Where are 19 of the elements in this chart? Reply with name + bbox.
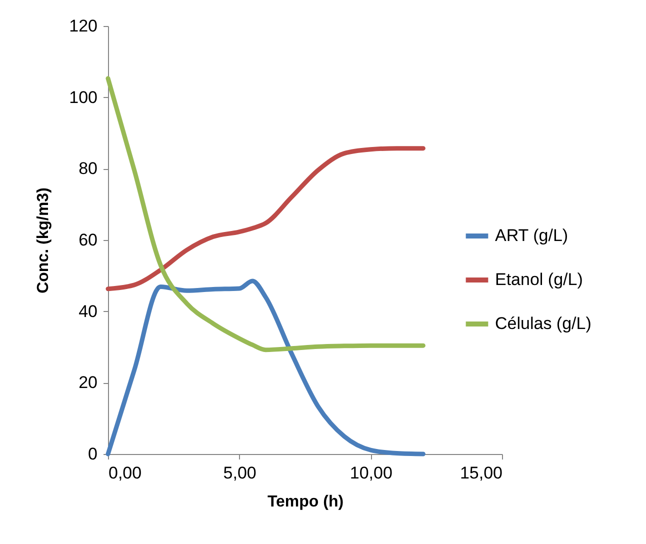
legend-label: Células (g/L) <box>495 314 592 333</box>
line-series <box>106 278 426 456</box>
legend-label: Etanol (g/L) <box>495 270 583 289</box>
x-axis-title: Tempo (h) <box>267 494 344 510</box>
line-series <box>106 146 426 292</box>
x-tick-label: 0,00 <box>108 464 142 482</box>
legend-label: ART (g/L) <box>495 226 568 245</box>
y-tick-label: 0 <box>88 444 98 464</box>
line-series <box>106 76 426 352</box>
x-tick-label: 10,00 <box>350 464 392 482</box>
y-tick-label: 120 <box>69 16 98 36</box>
y-axis-title: Conc. (kg/m3) <box>35 188 52 294</box>
y-tick-label: 40 <box>78 302 98 321</box>
y-tick-label: 80 <box>78 159 98 178</box>
x-tick-label: 15,00 <box>460 464 502 482</box>
y-tick-label: 20 <box>78 373 98 392</box>
x-tick-label: 5,00 <box>223 464 256 482</box>
y-tick-label: 100 <box>69 88 98 107</box>
y-tick-label: 60 <box>78 230 98 250</box>
